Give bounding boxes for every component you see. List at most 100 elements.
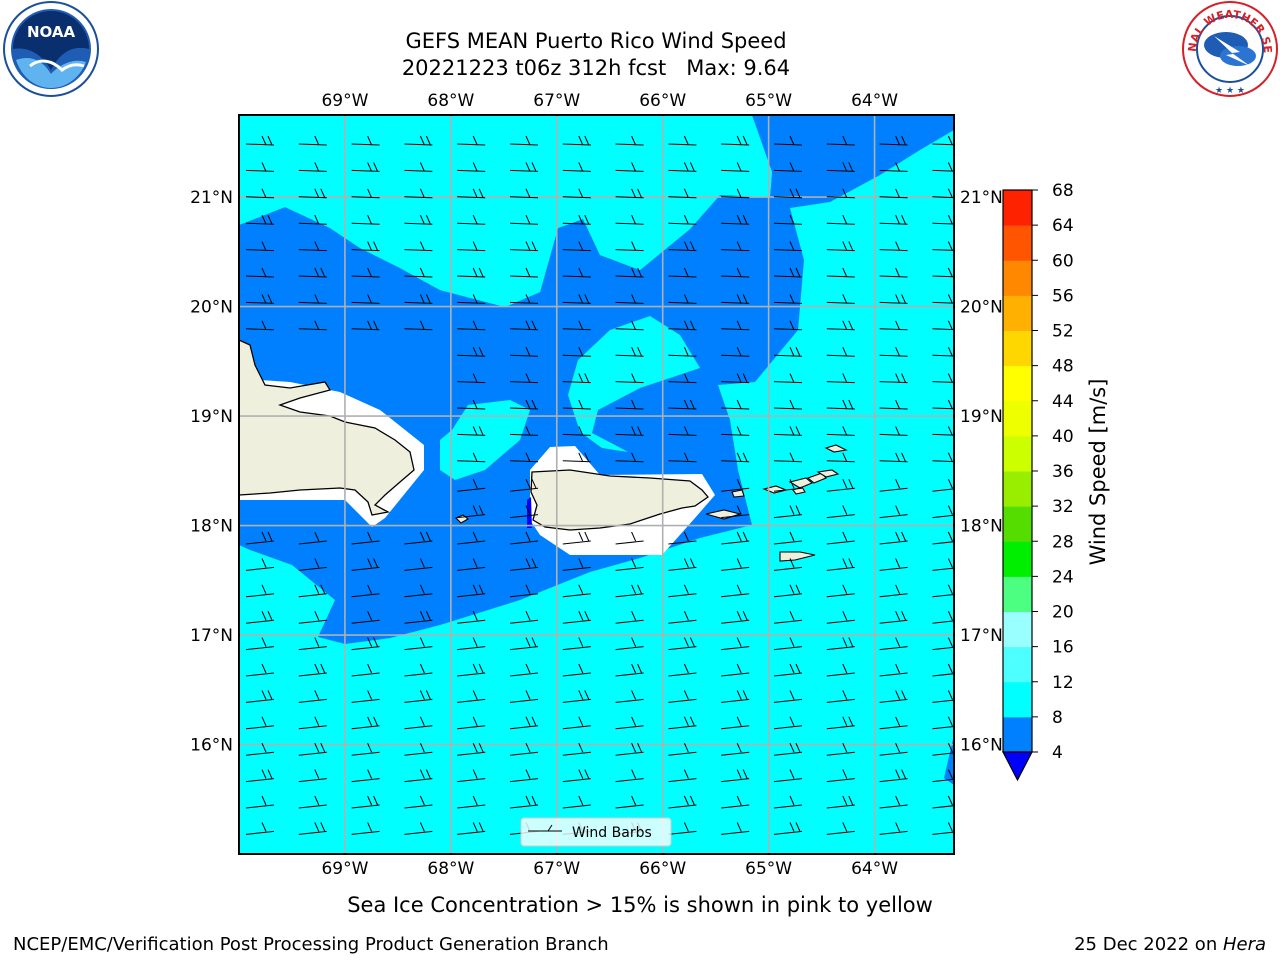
lat-label-right: 18°N	[960, 517, 1003, 537]
colorbar-tick-label: 20	[1052, 603, 1074, 623]
wind-barb	[245, 241, 275, 252]
lon-label-top: 66°W	[639, 91, 686, 111]
wind-barb	[509, 478, 539, 492]
wind-barb	[721, 267, 750, 278]
colorbar-swatch	[1003, 716, 1032, 753]
wind-barb	[721, 373, 750, 384]
wind-barb	[245, 188, 275, 199]
wind-barb	[457, 241, 486, 252]
wind-barb	[457, 663, 486, 677]
wind-barb	[773, 373, 803, 384]
wind-barb	[773, 214, 803, 225]
wind-barb	[773, 162, 803, 172]
wind-barb	[562, 584, 591, 598]
wind-band-8-12-pocket-west	[440, 400, 530, 480]
wind-barb	[668, 162, 697, 172]
wind-barb	[615, 584, 644, 598]
wind-barb	[615, 452, 644, 463]
wind-barb	[562, 558, 591, 571]
wind-barb	[879, 795, 908, 809]
wind-barb	[879, 320, 908, 331]
wind-barb	[404, 716, 433, 730]
wind-barb	[562, 294, 591, 304]
wind-barb	[826, 663, 855, 677]
wind-barb	[668, 452, 697, 463]
colorbar-tick-label: 4	[1052, 743, 1063, 763]
wind-barb	[615, 769, 644, 783]
wind-barb	[562, 162, 591, 172]
wind-barb	[457, 610, 486, 624]
wind-barb	[826, 399, 855, 410]
wind-barb	[721, 690, 750, 703]
colorbar-tick-label: 40	[1052, 427, 1074, 447]
wind-barb	[826, 135, 855, 146]
wind-barb	[668, 610, 697, 624]
wind-barb	[509, 162, 539, 172]
wind-barb	[668, 294, 697, 304]
legend-label: Wind Barbs	[572, 825, 652, 841]
wind-barb	[562, 690, 591, 703]
footer-date: 25 Dec 2022 on	[1074, 934, 1223, 955]
wind-barb	[773, 822, 803, 835]
wind-barb	[509, 241, 539, 252]
lat-label-right: 16°N	[960, 736, 1003, 756]
colorbar-swatch	[1003, 576, 1032, 612]
wind-barb	[932, 162, 954, 172]
wind-barb	[351, 637, 380, 651]
wind-barb	[879, 769, 908, 783]
wind-barb	[826, 426, 855, 436]
wind-barb	[826, 716, 855, 730]
wind-barb	[879, 426, 908, 436]
wind-barb	[457, 637, 486, 651]
colorbar-tick-label: 60	[1052, 251, 1074, 271]
lat-label-left: 21°N	[190, 188, 233, 208]
wind-barb	[615, 346, 644, 357]
colorbar-swatch	[1003, 435, 1032, 472]
wind-barb	[932, 584, 954, 598]
wind-barb	[457, 320, 486, 331]
wind-barb	[245, 558, 275, 571]
title-line1: GEFS MEAN Puerto Rico Wind Speed	[405, 29, 786, 53]
wind-barb	[351, 267, 380, 278]
wind-barb	[509, 426, 539, 436]
wind-barb	[773, 769, 803, 783]
wind-barb	[879, 188, 908, 199]
wind-barb	[562, 267, 591, 278]
wind-barb	[562, 135, 591, 146]
wind-barb	[509, 294, 539, 304]
colorbar-tick-label: 52	[1052, 322, 1074, 342]
wind-barb	[879, 690, 908, 703]
wind-barb	[509, 663, 539, 677]
wind-barb	[668, 373, 697, 384]
wind-barb	[245, 663, 275, 677]
wind-barb	[562, 346, 591, 357]
wind-barb	[404, 531, 433, 545]
colorbar-swatch	[1003, 330, 1032, 367]
wind-barb	[668, 584, 697, 598]
wind-barb	[668, 637, 697, 651]
wind-barb	[509, 320, 539, 331]
wind-barb	[879, 478, 908, 492]
wind-barb	[245, 584, 275, 598]
wind-barb	[298, 690, 327, 703]
wind-barb	[457, 795, 486, 809]
graticule	[239, 115, 954, 854]
lat-label-left: 17°N	[190, 626, 233, 646]
colorbar-swatch	[1003, 541, 1032, 577]
wind-barb	[245, 531, 275, 545]
wind-barb	[615, 742, 644, 756]
lat-label-left: 18°N	[190, 517, 233, 537]
wind-barb	[457, 294, 486, 304]
wind-barb	[457, 769, 486, 783]
wind-barb	[826, 320, 855, 331]
wind-barb	[879, 452, 908, 463]
wind-barb	[562, 399, 591, 410]
wind-barb	[245, 135, 275, 146]
wind-barb	[404, 742, 433, 756]
wind-barb	[879, 822, 908, 835]
wind-barb	[298, 162, 327, 172]
wind-barbs	[245, 135, 954, 835]
wind-barb	[721, 822, 750, 835]
colorbar-tick-label: 12	[1052, 673, 1074, 693]
wind-barb	[404, 294, 433, 304]
